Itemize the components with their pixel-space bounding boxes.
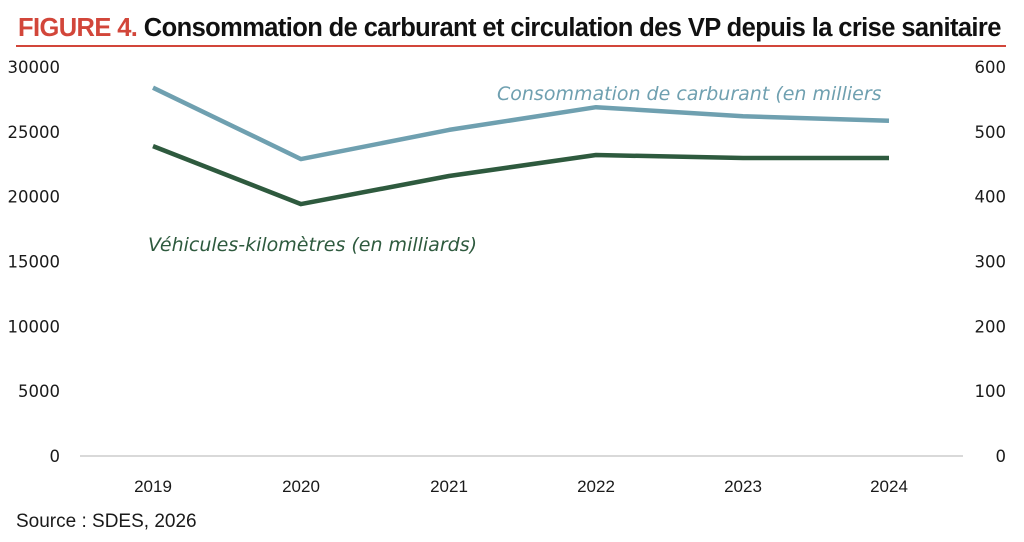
- left-tick-label: 5000: [18, 382, 60, 401]
- left-tick-label: 20000: [8, 188, 61, 207]
- left-tick-label: 10000: [8, 317, 61, 336]
- right-tick-label: 400: [975, 188, 1007, 207]
- left-tick-label: 25000: [8, 123, 61, 142]
- title-underline: [16, 45, 1006, 47]
- source-note: Source : SDES, 2026: [16, 511, 197, 532]
- right-tick-label: 0: [996, 447, 1007, 466]
- right-tick-label: 200: [975, 317, 1007, 336]
- left-tick-label: 0: [50, 447, 61, 466]
- left-y-axis: 0 5000 10000 15000 20000 25000 30000: [8, 58, 61, 466]
- x-tick-label: 2020: [282, 477, 320, 496]
- x-axis: 2019 2020 2021 2022 2023 2024: [134, 477, 908, 496]
- left-tick-label: 15000: [8, 253, 61, 272]
- x-tick-label: 2023: [724, 477, 762, 496]
- series-label-fuel: Consommation de carburant (en milliers: [497, 83, 882, 105]
- chart-title: FIGURE 4. Consommation de carburant et c…: [18, 14, 1001, 43]
- left-tick-label: 30000: [8, 58, 61, 77]
- right-tick-label: 500: [975, 123, 1007, 142]
- right-tick-label: 600: [975, 58, 1007, 77]
- series-label-vkm: Véhicules-kilomètres (en milliards): [148, 234, 477, 256]
- series-line-fuel: [152, 85, 890, 162]
- x-tick-label: 2021: [430, 477, 468, 496]
- right-y-axis: 0 100 200 300 400 500 600: [975, 58, 1007, 466]
- x-tick-label: 2022: [577, 477, 615, 496]
- series-lines: [152, 85, 890, 207]
- figure-title: Consommation de carburant et circulation…: [143, 14, 1002, 42]
- right-tick-label: 300: [975, 253, 1007, 272]
- figure-label: FIGURE 4.: [18, 14, 138, 42]
- right-tick-label: 100: [975, 382, 1007, 401]
- x-tick-label: 2019: [134, 477, 172, 496]
- series-line-vkm: [152, 144, 889, 207]
- x-tick-label: 2024: [870, 477, 908, 496]
